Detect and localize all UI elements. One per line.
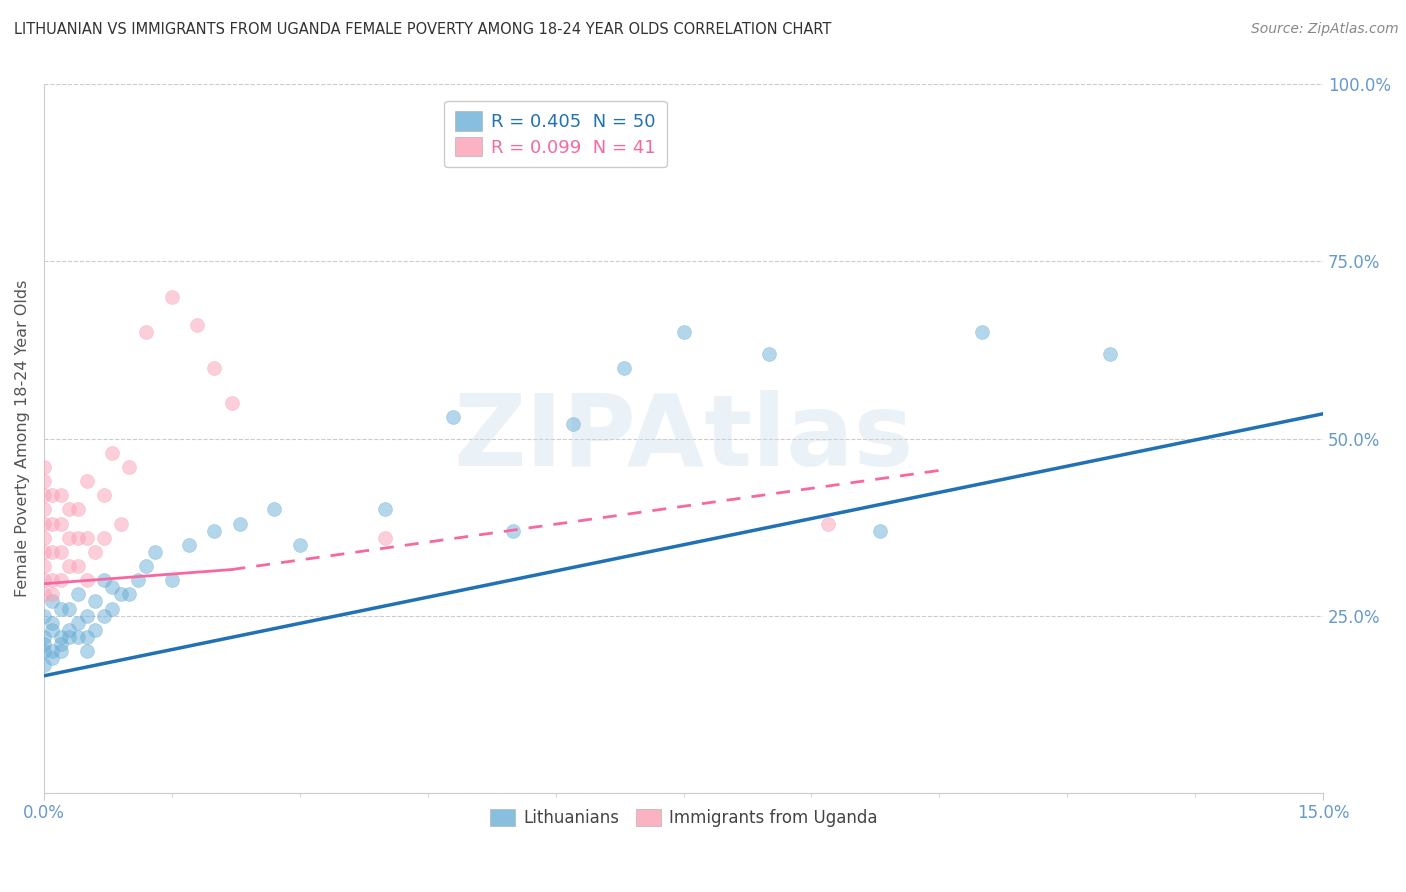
Point [32,545,55,559]
Point [118,459,141,474]
Point [41,545,63,559]
Point [561,417,583,432]
Point [32,474,55,488]
Point [160,290,183,304]
Point [32,637,55,651]
Point [49,545,72,559]
Point [41,573,63,587]
Point [204,524,226,538]
Point [263,502,285,516]
Point [41,516,63,531]
Point [970,326,993,340]
Point [118,587,141,601]
Point [84,623,107,637]
Point [49,516,72,531]
Point [374,502,396,516]
Point [32,502,55,516]
Point [66,531,89,545]
Point [49,637,72,651]
Point [32,630,55,644]
Point [110,516,132,531]
Point [76,573,98,587]
Point [613,360,636,375]
Text: Source: ZipAtlas.com: Source: ZipAtlas.com [1251,22,1399,37]
Point [58,531,80,545]
Point [49,630,72,644]
Point [229,516,252,531]
Point [49,488,72,502]
Point [93,488,115,502]
Point [93,531,115,545]
Point [93,573,115,587]
Point [76,531,98,545]
Point [32,608,55,623]
Text: ZIPAtlas: ZIPAtlas [453,390,914,487]
Point [160,573,183,587]
Point [288,538,311,552]
Point [127,573,149,587]
Point [84,594,107,608]
Point [101,580,124,594]
Legend: Lithuanians, Immigrants from Uganda: Lithuanians, Immigrants from Uganda [482,803,884,834]
Point [101,601,124,615]
Point [1098,346,1121,360]
Point [374,531,396,545]
Point [135,326,157,340]
Point [58,623,80,637]
Point [41,615,63,630]
Point [32,459,55,474]
Point [66,587,89,601]
Point [41,623,63,637]
Point [76,608,98,623]
Point [186,318,208,333]
Point [49,644,72,658]
Point [58,601,80,615]
Point [869,524,891,538]
Point [177,538,200,552]
Point [32,658,55,673]
Point [32,531,55,545]
Point [66,502,89,516]
Point [49,601,72,615]
Point [101,446,124,460]
Point [66,630,89,644]
Point [84,545,107,559]
Point [204,360,226,375]
Point [58,630,80,644]
Point [66,615,89,630]
Point [221,396,243,410]
Point [41,644,63,658]
Point [143,545,166,559]
Point [32,488,55,502]
Point [502,524,524,538]
Point [32,587,55,601]
Point [93,608,115,623]
Point [672,326,695,340]
Point [76,474,98,488]
Point [32,559,55,574]
Point [135,559,157,574]
Point [41,587,63,601]
Point [76,644,98,658]
Point [41,594,63,608]
Point [58,559,80,574]
Point [110,587,132,601]
Point [41,488,63,502]
Point [32,644,55,658]
Point [66,559,89,574]
Point [32,516,55,531]
Point [441,410,464,425]
Point [76,630,98,644]
Text: LITHUANIAN VS IMMIGRANTS FROM UGANDA FEMALE POVERTY AMONG 18-24 YEAR OLDS CORREL: LITHUANIAN VS IMMIGRANTS FROM UGANDA FEM… [14,22,831,37]
Point [817,516,839,531]
Point [758,346,780,360]
Point [41,651,63,665]
Y-axis label: Female Poverty Among 18-24 Year Olds: Female Poverty Among 18-24 Year Olds [15,280,30,598]
Point [49,573,72,587]
Point [58,502,80,516]
Point [32,573,55,587]
